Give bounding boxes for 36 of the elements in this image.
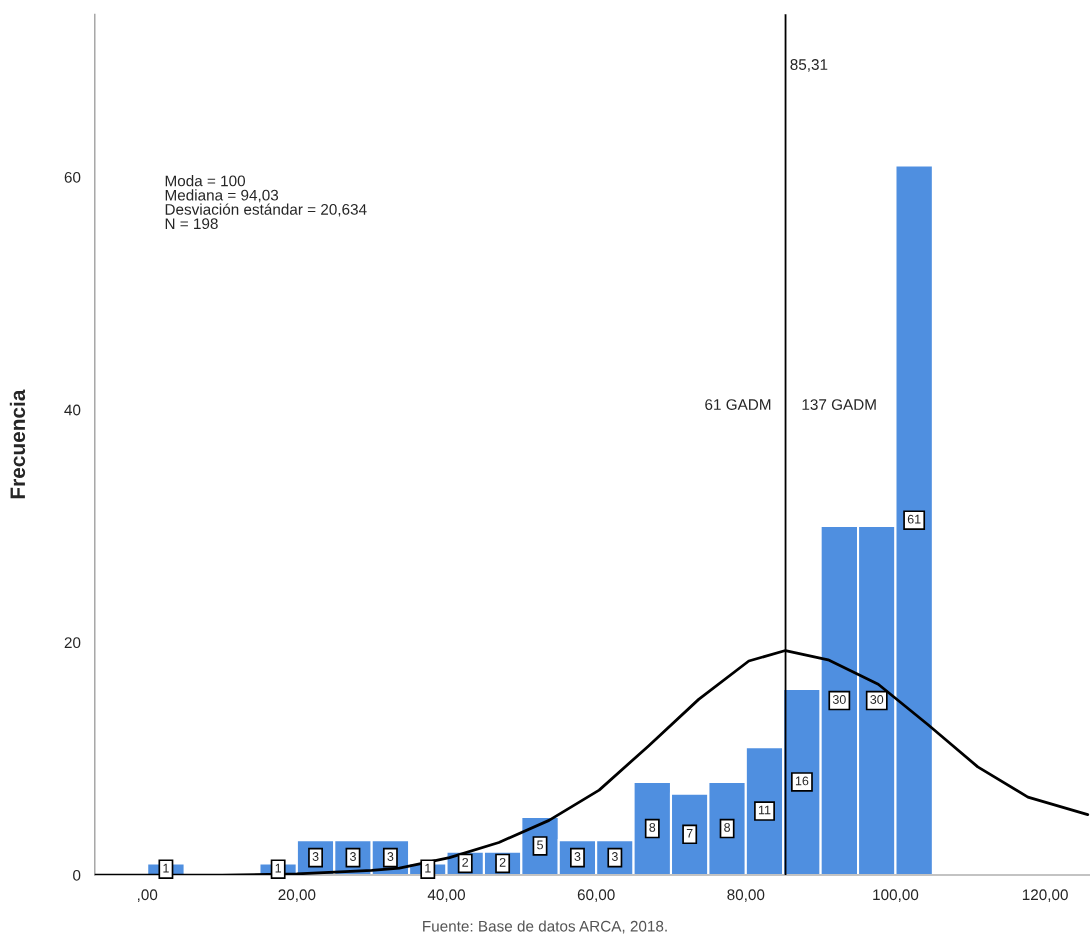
data-label: 3 <box>387 852 394 861</box>
x-tick-label: 60,00 <box>577 889 615 902</box>
annotation: Moda = 100 Mediana = 94,03 Desviación estándar = 20,634 N = 198 <box>165 175 367 230</box>
data-label: 3 <box>611 852 618 861</box>
ref-line-label: 85,31 <box>790 59 828 72</box>
source-note: Fuente: Base de datos ARCA, 2018. <box>423 920 667 934</box>
data-label: 1 <box>163 863 169 873</box>
annotation: 61 GADM <box>705 399 771 410</box>
data-label: 2 <box>499 857 506 867</box>
data-label: 30 <box>832 695 846 704</box>
data-label: 3 <box>574 852 581 861</box>
data-label: 61 <box>907 514 921 524</box>
data-label: 16 <box>795 776 809 786</box>
data-label: 1 <box>275 863 282 873</box>
x-tick-label: 120,00 <box>1022 889 1068 902</box>
data-label: 3 <box>312 852 319 861</box>
data-label: 1 <box>425 863 431 873</box>
x-tick-label: 100,00 <box>873 889 919 902</box>
annotation: 137 GADM <box>802 399 876 410</box>
data-label: 5 <box>537 840 543 850</box>
data-label: 11 <box>758 805 771 815</box>
y-axis-title: Frecuencia <box>9 389 26 499</box>
data-label: 8 <box>724 823 731 832</box>
y-tick-label: 60 <box>64 171 81 183</box>
data-label: 7 <box>686 828 693 838</box>
data-label: 8 <box>649 823 656 832</box>
x-tick-label: 20,00 <box>278 889 316 902</box>
y-tick-label: 40 <box>64 404 81 416</box>
x-tick-label: ,00 <box>137 889 158 902</box>
x-tick-label: 40,00 <box>427 889 466 902</box>
data-label: 2 <box>462 857 469 867</box>
data-label: 3 <box>349 852 356 861</box>
data-label: 30 <box>870 695 884 704</box>
y-tick-label: 20 <box>64 637 81 649</box>
x-tick-label: 80,00 <box>727 889 765 902</box>
y-tick-label: 0 <box>73 869 81 881</box>
